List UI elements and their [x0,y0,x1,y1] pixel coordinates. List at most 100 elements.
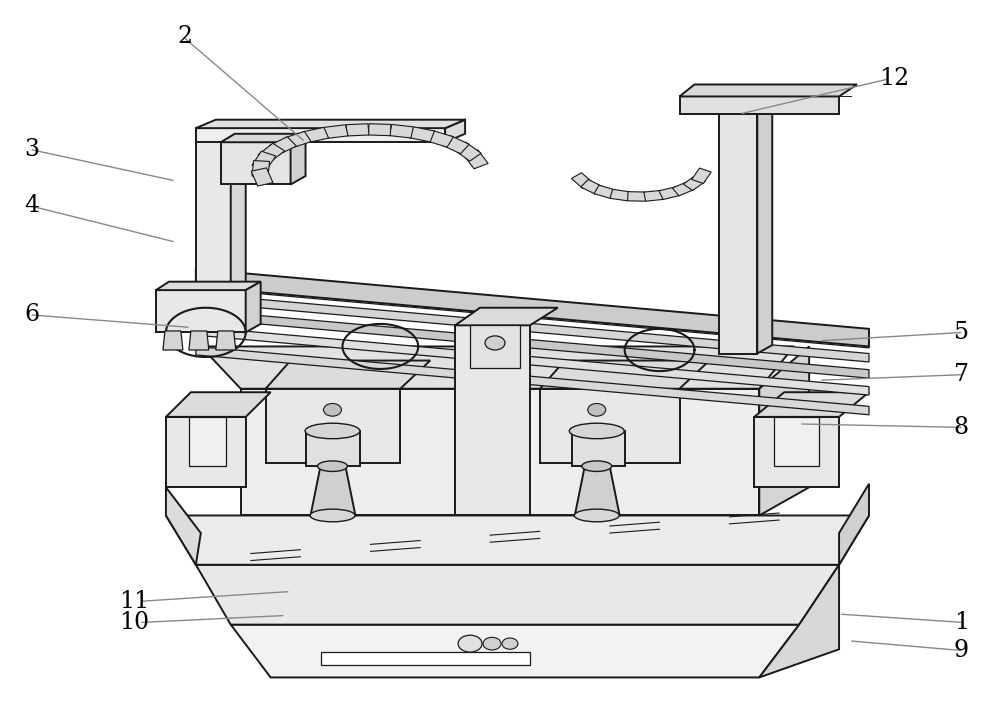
Text: 5: 5 [954,321,969,344]
Polygon shape [427,131,453,147]
Circle shape [485,336,505,350]
Polygon shape [196,128,231,332]
Text: 2: 2 [178,25,193,48]
Circle shape [323,404,341,416]
Polygon shape [231,119,246,332]
Polygon shape [757,98,772,354]
Polygon shape [672,182,694,196]
Polygon shape [303,127,329,143]
Bar [719,107,757,354]
Polygon shape [572,431,625,466]
Polygon shape [540,361,709,389]
Polygon shape [540,389,680,462]
Polygon shape [196,293,869,362]
Polygon shape [368,124,391,136]
Polygon shape [251,168,273,186]
Ellipse shape [318,461,347,472]
Polygon shape [196,327,869,395]
Polygon shape [594,185,616,199]
Bar [320,652,530,665]
Text: 8: 8 [954,416,969,439]
Polygon shape [454,142,481,161]
Polygon shape [196,128,445,142]
Polygon shape [156,290,246,332]
Ellipse shape [569,423,624,439]
Polygon shape [445,119,465,142]
Polygon shape [409,127,435,142]
Text: 12: 12 [879,67,909,90]
Polygon shape [442,136,469,153]
Text: 4: 4 [24,194,39,217]
Polygon shape [659,187,680,199]
Polygon shape [571,173,593,188]
Polygon shape [692,168,711,184]
Polygon shape [644,190,663,201]
Polygon shape [196,269,869,346]
Polygon shape [189,417,226,466]
Polygon shape [291,134,306,185]
Ellipse shape [582,461,612,472]
Polygon shape [464,150,488,169]
Polygon shape [575,466,620,515]
Text: 11: 11 [119,590,149,613]
Polygon shape [754,417,839,487]
Polygon shape [246,281,261,332]
Polygon shape [455,325,530,515]
Polygon shape [196,346,869,415]
Text: 1: 1 [954,611,969,634]
Polygon shape [346,124,369,136]
Polygon shape [628,192,646,201]
Circle shape [458,635,482,652]
Polygon shape [759,346,809,515]
Bar [470,325,520,368]
Polygon shape [166,392,271,417]
Polygon shape [324,124,348,139]
Polygon shape [839,484,869,565]
Polygon shape [311,466,355,515]
Polygon shape [189,331,209,350]
Polygon shape [166,417,246,487]
Polygon shape [196,279,869,348]
Polygon shape [252,160,270,177]
Polygon shape [389,124,413,138]
Polygon shape [610,189,630,201]
Text: 3: 3 [24,138,39,160]
Polygon shape [196,310,869,378]
Polygon shape [680,96,839,114]
Circle shape [588,404,606,416]
Polygon shape [231,624,799,677]
Ellipse shape [305,423,360,439]
Polygon shape [221,142,291,185]
Polygon shape [196,119,465,128]
Polygon shape [680,85,857,96]
Polygon shape [196,565,839,624]
Polygon shape [683,175,705,190]
Circle shape [502,638,518,649]
Polygon shape [166,515,869,565]
Text: 10: 10 [119,611,149,634]
Polygon shape [284,132,311,148]
Polygon shape [258,144,285,163]
Polygon shape [581,180,603,194]
Ellipse shape [310,509,355,522]
Text: 6: 6 [24,303,39,326]
Text: 7: 7 [954,363,969,386]
Polygon shape [266,389,400,462]
Polygon shape [241,389,759,515]
Polygon shape [754,392,869,417]
Polygon shape [455,308,558,325]
Circle shape [483,637,501,650]
Polygon shape [166,487,201,565]
Polygon shape [216,331,236,350]
Ellipse shape [574,509,619,522]
Polygon shape [306,431,360,466]
Polygon shape [269,136,296,155]
Polygon shape [201,346,794,389]
Polygon shape [252,151,276,170]
Polygon shape [774,417,819,466]
Polygon shape [221,134,306,142]
Polygon shape [163,331,183,350]
Polygon shape [156,281,261,290]
Polygon shape [759,565,839,677]
Polygon shape [266,361,430,389]
